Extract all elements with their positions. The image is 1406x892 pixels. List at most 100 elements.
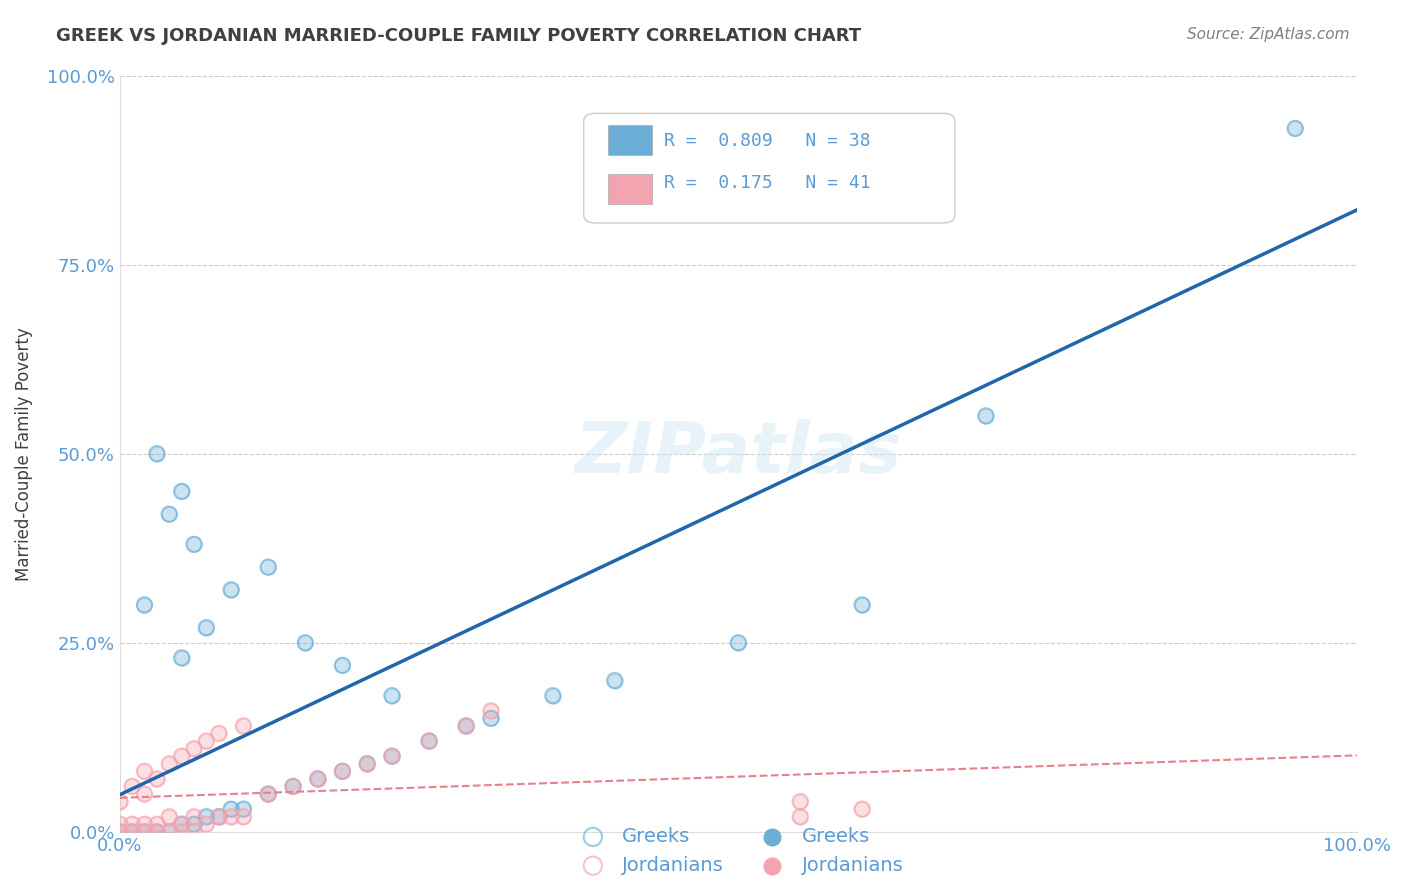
Point [456,719,478,733]
Point [789,810,811,824]
Point [851,598,873,612]
Point [146,447,169,461]
Greeks [183,537,205,551]
Point [727,636,749,650]
Greeks [851,598,873,612]
Y-axis label: Married-Couple Family Poverty: Married-Couple Family Poverty [15,326,32,581]
Jordanians [332,764,354,779]
Greeks [307,772,329,786]
Point [232,810,254,824]
Point [157,824,180,838]
Point [170,484,193,499]
Jordanians [170,749,193,764]
Greeks [232,802,254,816]
Jordanians [146,817,169,831]
Point [183,817,205,831]
Point [195,817,218,831]
FancyBboxPatch shape [583,113,955,223]
Point [170,817,193,831]
Jordanians [851,802,873,816]
Point [121,817,143,831]
Greeks [381,749,404,764]
Point [146,824,169,838]
Jordanians [134,824,156,838]
Jordanians [157,824,180,838]
Point [157,824,180,838]
Point [183,741,205,756]
Text: ZIPatlas: ZIPatlas [575,419,903,488]
Point [281,780,304,794]
Point [170,749,193,764]
Text: R =  0.809   N = 38: R = 0.809 N = 38 [664,132,870,150]
Jordanians [456,719,478,733]
Point [195,734,218,748]
Greeks [356,756,378,771]
Greeks [541,689,564,703]
Jordanians [195,817,218,831]
Greeks [727,636,749,650]
Point [219,810,242,824]
Point [332,764,354,779]
Jordanians [108,817,131,831]
Greeks [134,824,156,838]
Greeks [183,817,205,831]
Point [307,772,329,786]
Text: R =  0.175   N = 41: R = 0.175 N = 41 [664,174,870,192]
Jordanians [108,795,131,809]
FancyBboxPatch shape [609,174,652,204]
Greeks [195,621,218,635]
Greeks [170,817,193,831]
Point [146,772,169,786]
Greeks [121,824,143,838]
Greeks [381,689,404,703]
Jordanians [134,764,156,779]
Point [281,780,304,794]
Jordanians [381,749,404,764]
Point [456,719,478,733]
Jordanians [307,772,329,786]
Point [257,560,280,574]
Jordanians [134,787,156,801]
Jordanians [146,772,169,786]
Point [108,824,131,838]
Jordanians [183,741,205,756]
Jordanians [789,795,811,809]
Point [108,824,131,838]
Point [257,787,280,801]
Greeks [108,824,131,838]
Point [170,824,193,838]
Jordanians [208,726,231,740]
Greeks [332,764,354,779]
Point [603,673,626,688]
Greeks [332,658,354,673]
Greeks [418,734,440,748]
Greeks [157,507,180,521]
Jordanians [356,756,378,771]
Point [121,780,143,794]
Point [157,756,180,771]
Greeks [157,824,180,838]
Point [208,810,231,824]
Jordanians [121,780,143,794]
Point [356,756,378,771]
Greeks [208,810,231,824]
Point [232,719,254,733]
Point [479,711,502,725]
Point [134,598,156,612]
Jordanians [183,824,205,838]
Point [134,817,156,831]
Jordanians [183,810,205,824]
Text: Source: ZipAtlas.com: Source: ZipAtlas.com [1187,27,1350,42]
Point [108,795,131,809]
Jordanians [208,810,231,824]
Point [1284,121,1306,136]
Point [851,802,873,816]
Greeks [479,711,502,725]
FancyBboxPatch shape [609,125,652,155]
Point [381,749,404,764]
Greeks [974,409,997,423]
Greeks [603,673,626,688]
Greeks [170,650,193,665]
Jordanians [232,810,254,824]
Point [418,734,440,748]
